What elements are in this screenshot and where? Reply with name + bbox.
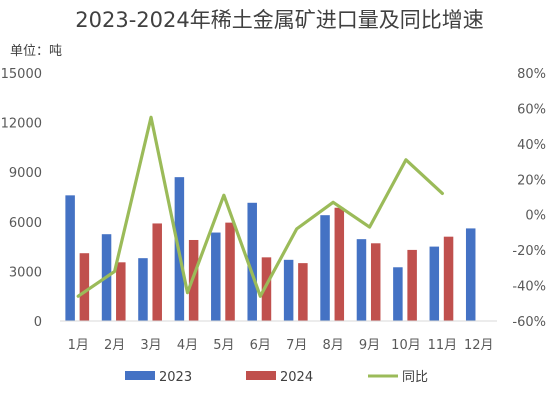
x-axis-ticks: 1月 2月 3月 4月 5月 6月 7月 8月 9月 10月 11月 12月 (68, 338, 494, 353)
bar-2024-9月 (370, 243, 381, 321)
legend: 2023 2024 同比 (125, 370, 428, 385)
bar-2023-3月 (138, 258, 148, 321)
x-tick-label: 10月 (391, 338, 421, 353)
x-tick-label: 9月 (359, 338, 380, 353)
bar-2023-1月 (65, 195, 75, 321)
x-tick-label: 7月 (286, 338, 307, 353)
right-tick-label: 0% (525, 209, 546, 224)
bar-2023-9月 (356, 239, 367, 321)
bar-2023-12月 (465, 228, 476, 321)
x-tick-label: 3月 (140, 338, 161, 353)
x-tick-label: 5月 (213, 338, 234, 353)
x-tick-label: 11月 (428, 338, 458, 353)
x-tick-label: 1月 (68, 338, 89, 353)
bar-series (65, 177, 476, 321)
legend-label-同比: 同比 (402, 370, 428, 385)
bar-2024-1月 (79, 253, 90, 321)
line-series (76, 115, 444, 298)
bar-2023-10月 (393, 267, 403, 321)
right-tick-label: -40% (512, 280, 546, 295)
bar-2024-5月 (225, 222, 235, 321)
left-tick-label: 6000 (9, 216, 42, 231)
left-axis-ticks: 0 3000 6000 9000 12000 15000 (1, 67, 42, 330)
bar-2024-3月 (152, 223, 162, 321)
left-tick-label: 9000 (9, 166, 42, 181)
right-tick-label: 40% (517, 138, 546, 153)
bar-2023-11月 (429, 246, 440, 321)
legend-label-2024: 2024 (280, 370, 313, 385)
bar-2024-2月 (116, 262, 126, 321)
right-tick-label: 60% (517, 102, 546, 117)
right-tick-label: -20% (512, 244, 546, 259)
legend-label-2023: 2023 (159, 370, 192, 385)
legend-swatch-2023 (125, 371, 155, 380)
unit-label: 单位：吨 (10, 44, 63, 59)
left-tick-label: 3000 (9, 265, 42, 280)
right-tick-label: 80% (517, 67, 546, 82)
bar-2023-8月 (320, 215, 330, 321)
bar-2024-8月 (334, 207, 345, 321)
x-tick-label: 4月 (177, 338, 198, 353)
left-tick-label: 15000 (1, 67, 42, 82)
x-tick-label: 12月 (464, 338, 494, 353)
bar-2024-6月 (261, 257, 272, 321)
x-tick-label: 6月 (250, 338, 271, 353)
right-tick-label: -60% (512, 315, 546, 330)
line-同比 (76, 115, 444, 298)
right-axis-ticks: -60% -40% -20% 0% 20% 40% 60% 80% (512, 67, 546, 330)
x-tick-label: 2月 (104, 338, 125, 353)
right-tick-label: 20% (517, 173, 546, 188)
x-tick-label: 8月 (322, 338, 343, 353)
legend-swatch-2024 (246, 371, 276, 380)
bar-2023-6月 (247, 202, 257, 321)
bar-2023-5月 (211, 232, 221, 321)
left-tick-label: 0 (34, 315, 42, 330)
bar-2023-7月 (283, 259, 294, 321)
bar-2024-7月 (298, 263, 308, 321)
left-tick-label: 12000 (1, 117, 42, 132)
chart-title: 2023-2024年稀土金属矿进口量及同比增速 (75, 8, 484, 32)
bar-2024-10月 (407, 249, 417, 321)
bar-2024-11月 (443, 236, 454, 321)
